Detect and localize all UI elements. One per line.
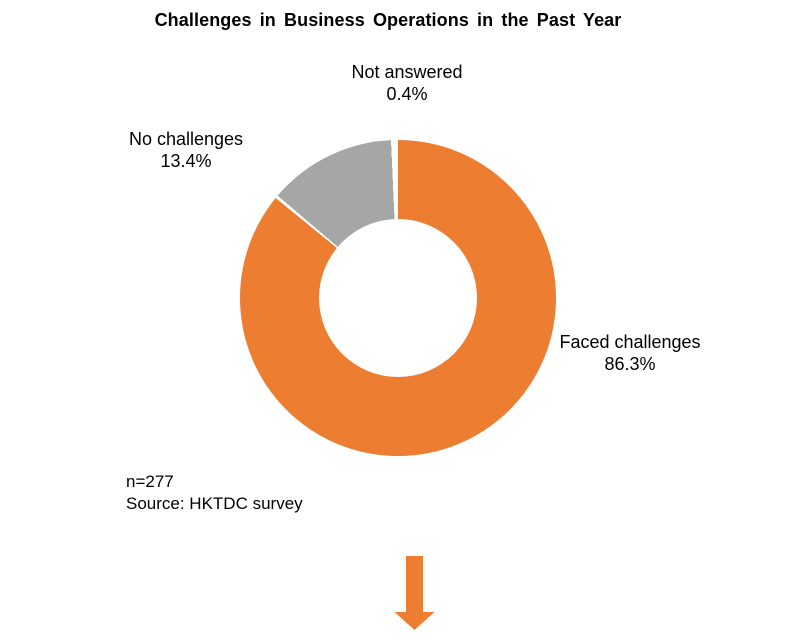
slice-label-no-challenges-text: No challenges: [128, 129, 244, 149]
slice-label-faced-challenges-value: 86.3%: [604, 354, 656, 374]
slice-label-faced-challenges: Faced challenges 86.3%: [559, 331, 700, 375]
donut-hole: [319, 219, 477, 377]
slice-label-no-challenges-value: 13.4%: [160, 151, 212, 171]
chart-title: Challenges in Business Operations in the…: [154, 10, 622, 30]
footnote: n=277 Source: HKTDC survey: [126, 471, 303, 515]
down-arrow-icon: [394, 556, 435, 630]
sample-size-note: n=277: [126, 472, 174, 491]
source-note: Source: HKTDC survey: [126, 494, 303, 513]
down-arrow-shape: [394, 556, 435, 630]
slice-label-faced-challenges-text: Faced challenges: [559, 332, 701, 352]
donut-chart: [240, 140, 556, 456]
slice-label-not-answered-text: Not answered: [351, 62, 463, 82]
slice-label-no-challenges: No challenges 13.4%: [129, 128, 243, 172]
slice-label-not-answered: Not answered 0.4%: [351, 61, 462, 105]
slice-label-not-answered-value: 0.4%: [386, 84, 428, 104]
